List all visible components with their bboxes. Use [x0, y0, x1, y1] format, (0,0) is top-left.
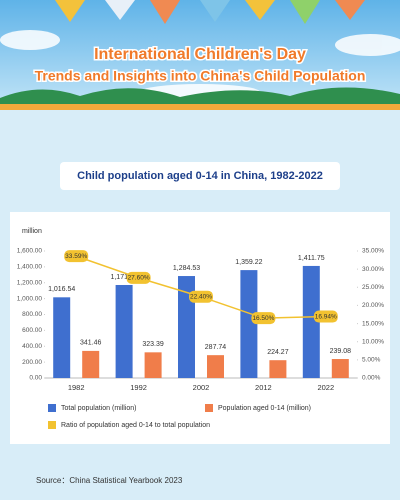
y2-tick-label: 20.00% [362, 302, 384, 309]
legend-label: Population aged 0-14 (million) [218, 405, 311, 412]
bar-value-label: 1,359.22 [235, 259, 262, 266]
ground-strip [0, 104, 400, 110]
y2-tick-label: 25.00% [362, 284, 384, 291]
y2-tick-label: 10.00% [362, 338, 384, 345]
y-tick-label: 400.00 [22, 343, 42, 350]
header-title: International Children's Day [94, 46, 306, 63]
bar [53, 297, 71, 378]
line-label-box [313, 310, 338, 323]
bar [115, 284, 133, 378]
bar-value-label: 1,171.71 [110, 274, 137, 281]
x-tick-label: 2012 [255, 383, 272, 392]
bar [178, 276, 195, 378]
line-label-box [189, 290, 213, 303]
x-tick-label: 1992 [130, 383, 147, 392]
y-tick-label: 200.00 [22, 359, 42, 366]
y-tick-label: 1,000.00 [17, 295, 43, 302]
chart-title-box [60, 162, 340, 190]
bar [302, 265, 320, 378]
line-value-label: 27.60% [128, 275, 150, 282]
bar [82, 350, 100, 378]
line-value-label: 33.59% [65, 253, 87, 260]
bar-value-label: 1,411.75 [298, 255, 325, 262]
line-value-label: 16.94% [315, 313, 337, 320]
bar-value-label: 287.74 [205, 344, 227, 351]
y-tick-label: 800.00 [22, 311, 42, 318]
line-value-label: 16.50% [252, 315, 274, 322]
bunting [55, 0, 365, 24]
y-tick-label: 1,400.00 [17, 264, 43, 271]
legend-label: Total population (million) [61, 405, 136, 412]
y-axis-label: million [22, 228, 42, 235]
line-label-box [251, 312, 276, 325]
line-value-label: 22.40% [190, 293, 212, 300]
y2-tick-label: 30.00% [362, 266, 384, 273]
bar-value-label: 323.39 [142, 341, 164, 348]
x-tick-label: 2022 [317, 383, 334, 392]
y2-tick-label: 15.00% [362, 320, 384, 327]
bar-value-label: 239.08 [330, 348, 352, 355]
y-tick-label: 0.00 [29, 375, 42, 382]
legend-label: Ratio of population aged 0-14 to total p… [61, 422, 210, 429]
y-tick-label: 1,600.00 [17, 248, 43, 255]
x-tick-label: 2002 [193, 383, 210, 392]
line-label-box [64, 250, 89, 263]
legend-swatch [48, 421, 56, 429]
line-label-box [126, 271, 151, 284]
bar [331, 359, 349, 378]
plot: 0.00 200.00 400.00 600.00 800.00 1,000.00 1,20… [17, 248, 384, 429]
y-tick-label: 600.00 [22, 327, 42, 334]
bar [144, 352, 162, 378]
y-tick-label: 1,200.00 [17, 279, 43, 286]
bar [240, 270, 258, 378]
x-tick-label: 1982 [68, 383, 85, 392]
y2-tick-label: 35.00% [362, 248, 384, 255]
bar-value-label: 1,016.54 [48, 286, 75, 293]
bar [269, 360, 287, 378]
legend-swatch [205, 404, 213, 412]
legend-swatch [48, 404, 56, 412]
source: Source：China Statistical Yearbook 2023 [36, 476, 183, 485]
bar-value-label: 224.27 [267, 349, 289, 356]
bar-value-label: 1,284.53 [173, 265, 200, 272]
header-subtitle: Trends and Insights into China's Child P… [35, 68, 366, 84]
y2-tick-label: 0.00% [362, 375, 381, 382]
bar-value-label: 341.46 [80, 340, 102, 347]
hills [0, 87, 400, 108]
bar [207, 355, 224, 378]
y2-tick-label: 5.00% [362, 357, 381, 364]
chart-title: Child population aged 0-14 in China, 198… [77, 170, 323, 182]
